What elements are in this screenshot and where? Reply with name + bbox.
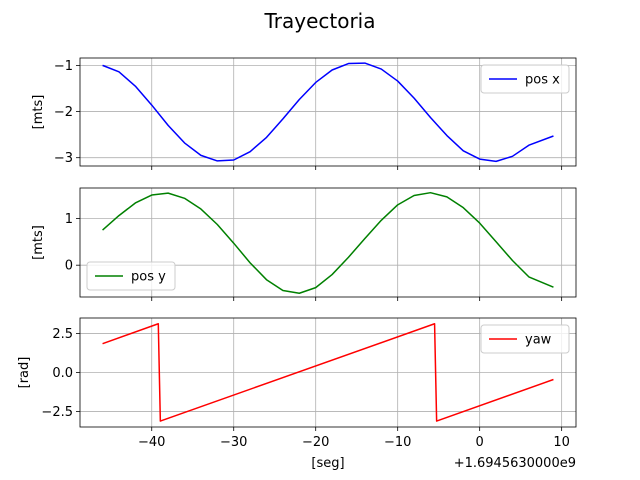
y-tick-label: −3 [54, 151, 73, 166]
y-tick-label: 1 [65, 212, 73, 227]
x-tick-label: −20 [302, 435, 329, 450]
x-axis-label: [seg] [311, 456, 344, 471]
plot-frame [79, 187, 577, 298]
y-axis-label: [rad] [17, 357, 32, 389]
legend: yaw [480, 324, 570, 354]
x-tick-label: 0 [476, 435, 484, 450]
x-tick-label: 10 [553, 435, 570, 450]
y-tick-label: 2.5 [52, 327, 73, 342]
subplot-panels: −1−2−3[mts]pos x10[mts]pos y−40 −30 −20 −10… [17, 57, 577, 471]
subplot-2: 1 0 [mts] pos y [31, 187, 577, 301]
series-line-yaw [102, 323, 554, 422]
x-tick-label: −10 [384, 435, 411, 450]
legend-box [86, 261, 176, 291]
legend-box [480, 64, 570, 94]
series-line-pos-x [102, 62, 554, 163]
subplot-3: −40 −30 −20 −10 0 10 2.5 0.0 −2.5 [rad] [seg] +1.69… [17, 317, 577, 471]
plot-frame [79, 57, 577, 167]
legend-label: yaw [525, 333, 552, 348]
y-tick-label: 0 [65, 259, 73, 274]
legend: pos y [86, 261, 176, 291]
y-axis-label: [mts] [31, 225, 46, 260]
plot-frame [79, 317, 577, 428]
legend: pos x [480, 64, 570, 94]
y-tick-label: 0.0 [52, 366, 73, 381]
series-line-pos-y [102, 191, 554, 295]
legend-label: pos x [525, 73, 560, 88]
y-tick-label: −2 [54, 105, 73, 120]
x-offset-text: +1.6945630000e9 [454, 456, 576, 471]
figure-title: Trayectoria [263, 9, 375, 33]
y-tick-label: −1 [54, 59, 73, 74]
y-axis-label: [mts] [31, 95, 46, 130]
x-tick-label: −40 [138, 435, 165, 450]
y-tick-label: −2.5 [41, 405, 73, 420]
legend-label: pos y [131, 270, 166, 285]
legend-box [480, 324, 570, 354]
subplot-1: −1 −2 −3 [mts] pos x [31, 57, 577, 170]
x-tick-label: −30 [220, 435, 247, 450]
